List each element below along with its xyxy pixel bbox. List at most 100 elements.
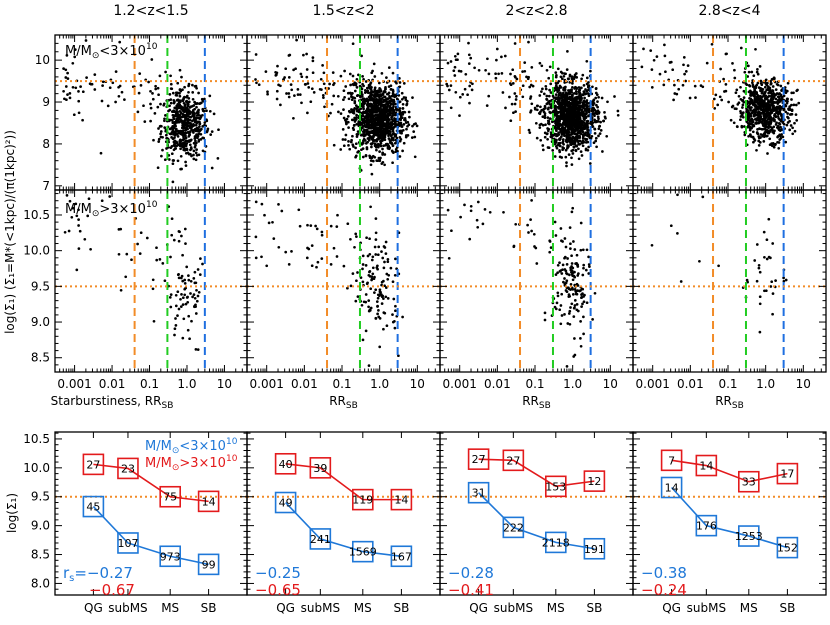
- data-point: [370, 71, 374, 75]
- data-point: [194, 139, 197, 143]
- data-point: [367, 299, 371, 302]
- data-point: [374, 103, 377, 107]
- data-point: [391, 161, 394, 165]
- data-point: [509, 72, 512, 76]
- data-point: [546, 127, 549, 130]
- data-point: [671, 68, 675, 72]
- data-point: [169, 255, 172, 259]
- data-point: [353, 96, 356, 100]
- data-point: [320, 233, 324, 237]
- data-point: [771, 242, 775, 245]
- data-point: [205, 119, 209, 123]
- data-point: [189, 279, 193, 283]
- data-point: [330, 102, 334, 106]
- data-point: [376, 293, 380, 297]
- data-point: [584, 268, 588, 272]
- data-point: [348, 147, 352, 151]
- data-point: [368, 308, 372, 312]
- data-point: [306, 111, 309, 115]
- data-point: [369, 205, 372, 209]
- data-point: [559, 109, 563, 113]
- data-point: [377, 95, 381, 99]
- data-point: [768, 112, 771, 116]
- data-point: [582, 332, 585, 336]
- data-point: [108, 195, 112, 198]
- data-point: [277, 83, 280, 87]
- data-point: [584, 141, 588, 144]
- panel-frame-top-2: [246, 34, 441, 191]
- data-point: [757, 144, 761, 147]
- data-point: [554, 75, 558, 79]
- data-point: [277, 245, 281, 249]
- data-point: [558, 261, 561, 265]
- data-point: [372, 139, 375, 143]
- data-point: [566, 107, 569, 111]
- data-point: [180, 293, 183, 296]
- data-point: [564, 281, 568, 285]
- data-point: [379, 106, 382, 109]
- data-point: [779, 93, 783, 97]
- data-point: [578, 92, 582, 95]
- data-point: [365, 98, 368, 101]
- data-point: [543, 318, 547, 322]
- data-point: [173, 142, 176, 146]
- data-point: [385, 324, 389, 328]
- data-point: [528, 131, 532, 134]
- data-point: [197, 138, 201, 142]
- data-point: [99, 151, 103, 155]
- data-point: [210, 166, 214, 170]
- data-point: [158, 125, 162, 128]
- data-point: [775, 121, 778, 125]
- data-point: [194, 348, 198, 351]
- data-point: [172, 126, 176, 130]
- data-point: [345, 122, 348, 126]
- data-point: [662, 83, 666, 87]
- data-point: [771, 103, 774, 107]
- data-point: [361, 75, 364, 78]
- data-point: [559, 75, 563, 79]
- data-point: [316, 260, 320, 264]
- data-point: [559, 322, 563, 326]
- data-point: [377, 81, 381, 85]
- data-point: [65, 194, 69, 197]
- data-point: [170, 87, 174, 91]
- data-point: [384, 143, 387, 147]
- data-point: [394, 257, 397, 261]
- data-point: [370, 258, 374, 262]
- data-point: [399, 123, 403, 127]
- data-point: [369, 159, 373, 162]
- data-point: [504, 106, 507, 110]
- data-point: [379, 102, 383, 105]
- data-point: [549, 82, 553, 86]
- data-point: [355, 109, 359, 113]
- data-point: [183, 293, 187, 297]
- data-point: [376, 267, 379, 271]
- data-point: [542, 107, 546, 111]
- data-point: [765, 111, 769, 114]
- data-point: [566, 145, 570, 149]
- data-point: [453, 54, 457, 58]
- data-point: [192, 149, 196, 153]
- data-point: [556, 67, 560, 71]
- data-point: [194, 84, 198, 88]
- data-point: [557, 101, 561, 105]
- data-point: [566, 257, 569, 260]
- data-point: [382, 245, 386, 248]
- data-point: [762, 140, 766, 143]
- data-point: [151, 97, 155, 101]
- data-point: [580, 128, 584, 132]
- data-point: [208, 94, 212, 98]
- data-point: [571, 109, 575, 113]
- data-point: [368, 97, 372, 101]
- data-point: [384, 252, 388, 255]
- data-point: [93, 73, 97, 76]
- data-point: [546, 107, 550, 111]
- data-point: [355, 113, 358, 117]
- data-point: [582, 300, 586, 304]
- data-point: [585, 107, 588, 111]
- data-point: [361, 155, 365, 159]
- data-point: [771, 95, 774, 99]
- data-point: [772, 125, 776, 129]
- data-point: [374, 238, 378, 241]
- data-point: [737, 101, 741, 105]
